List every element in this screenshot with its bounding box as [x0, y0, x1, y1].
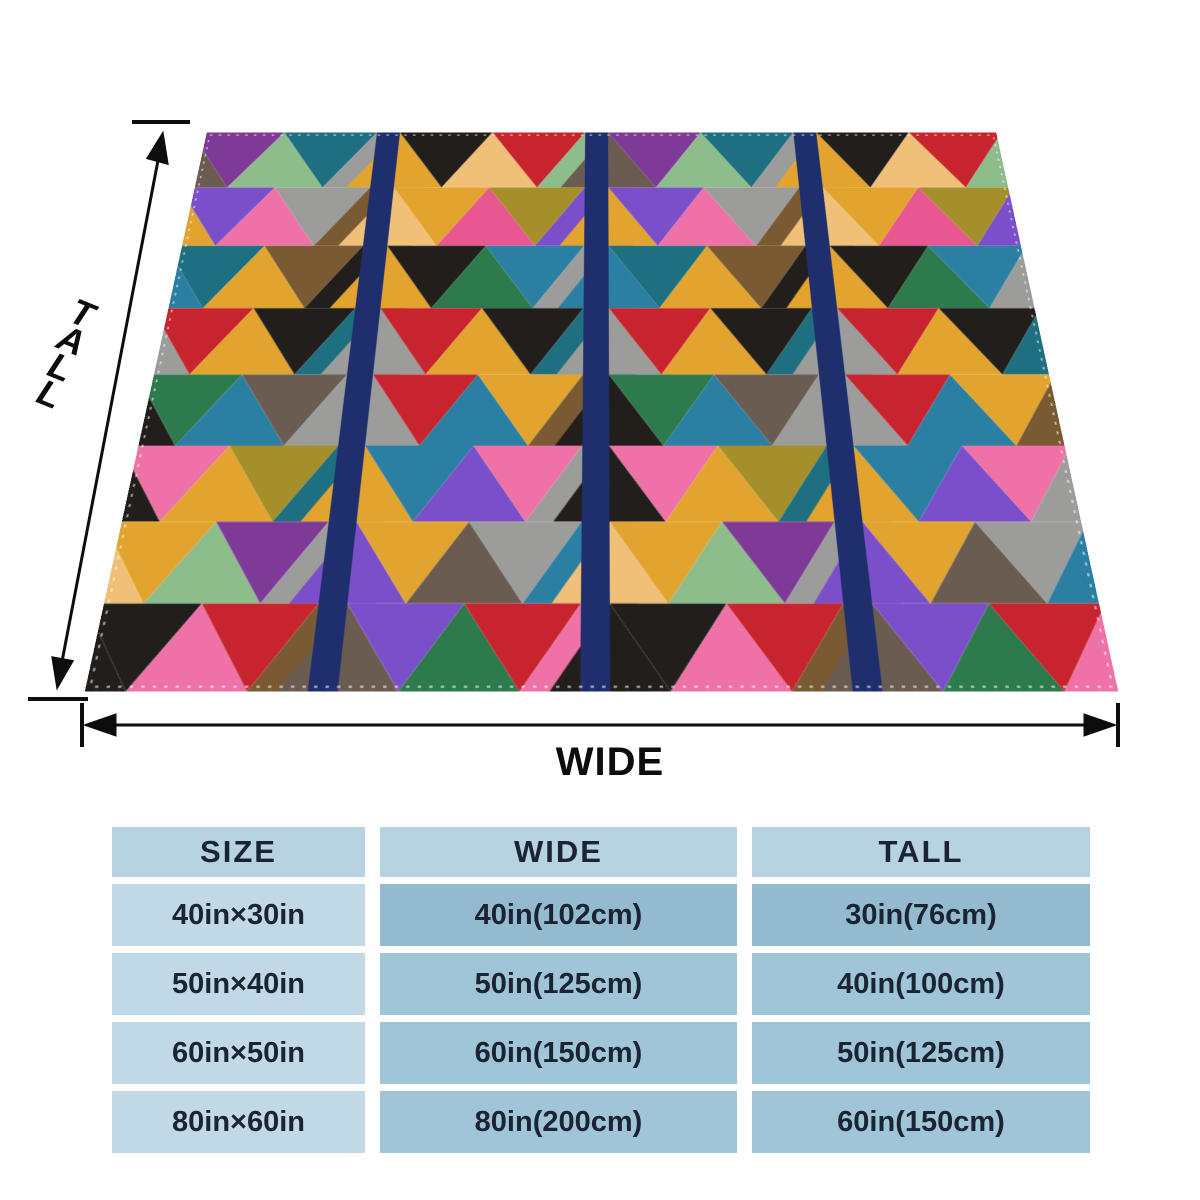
table-header-size: SIZE — [112, 827, 365, 877]
triangle-up — [310, 374, 426, 446]
triangle-up — [313, 187, 418, 246]
triangle-up — [556, 308, 662, 375]
triangle-up — [756, 245, 863, 309]
triangle-up — [431, 245, 535, 309]
triangle-down — [103, 445, 230, 522]
table-cell-wide: 60in(150cm) — [380, 1022, 737, 1084]
table-cell-size: 80in×60in — [112, 1091, 365, 1153]
triangle-down — [478, 308, 584, 375]
blanket-pattern — [84, 132, 1119, 692]
table-cell-wide: 40in(102cm) — [380, 884, 737, 946]
triangle-down — [608, 308, 714, 375]
triangle-down — [229, 374, 347, 446]
triangle-up — [227, 132, 331, 188]
triangle-down — [365, 374, 478, 446]
triangle-up — [792, 374, 908, 446]
triangle-up — [329, 245, 437, 309]
triangle-down — [714, 374, 827, 446]
table-cell-size: 40in×30in — [112, 884, 365, 946]
triangle-down — [845, 374, 963, 446]
triangle-up — [878, 245, 990, 309]
triangle-down — [464, 521, 582, 604]
triangle-up — [559, 187, 658, 246]
triangle-down — [609, 445, 723, 522]
triangle-up — [346, 132, 447, 188]
wide-dimension-label: WIDE — [555, 740, 665, 784]
size-table: SIZE WIDE TALL 40in×30in 40in(102cm) 30in(76c… — [112, 827, 1090, 1153]
triangle-up — [554, 374, 664, 446]
triangle-down — [717, 445, 835, 522]
triangle-down — [473, 374, 583, 446]
triangle-down — [356, 445, 474, 522]
triangle-down — [609, 374, 718, 446]
tall-arrow-head-top — [145, 130, 169, 166]
triangle-down — [853, 445, 976, 522]
triangle-up — [532, 245, 635, 309]
triangle-up — [775, 187, 879, 246]
triangle-up — [557, 245, 660, 309]
table-cell-tall: 40in(100cm) — [752, 953, 1090, 1015]
triangle-up — [189, 308, 305, 375]
triangle-up — [202, 245, 314, 309]
navy-stripe — [307, 132, 400, 692]
triangle-up — [887, 308, 1003, 375]
triangle-up — [322, 132, 424, 188]
triangle-up — [536, 132, 633, 188]
table-cell-size: 50in×40in — [112, 953, 365, 1015]
table-cell-wide: 80in(200cm) — [380, 1091, 737, 1153]
triangle-down — [216, 445, 339, 522]
triangle-down — [950, 374, 1071, 446]
triangle-up — [751, 187, 855, 246]
triangle-up — [436, 187, 537, 246]
triangle-down — [242, 308, 356, 375]
table-cell-tall: 30in(76cm) — [752, 884, 1090, 946]
tall-arrow-head-bottom — [51, 656, 75, 691]
triangle-down — [469, 445, 583, 522]
table-header-tall: TALL — [752, 827, 1090, 877]
triangle-up — [441, 132, 539, 188]
triangle-down — [938, 308, 1055, 375]
table-cell-tall: 50in(125cm) — [752, 1022, 1090, 1084]
wide-arrow-head-left — [82, 713, 117, 737]
table-cell-tall: 60in(150cm) — [752, 1091, 1090, 1153]
wide-arrow-head-right — [1083, 713, 1118, 737]
triangle-up — [780, 245, 888, 309]
tall-dimension-label: TALL — [31, 290, 101, 418]
triangle-up — [656, 187, 757, 246]
navy-stripe — [580, 132, 611, 692]
triangle-up — [661, 374, 773, 446]
triangle-up — [659, 308, 767, 375]
triangle-up — [116, 187, 228, 246]
triangle-down — [137, 308, 254, 375]
triangle-down — [962, 445, 1088, 522]
triangle-up — [215, 187, 323, 246]
triangle-up — [131, 132, 239, 188]
triangle-up — [338, 187, 442, 246]
table-cell-size: 60in×50in — [112, 1022, 365, 1084]
table-header-wide: WIDE — [380, 827, 737, 877]
triangle-up — [786, 308, 898, 375]
triangle-up — [534, 187, 634, 246]
triangle-up — [657, 245, 762, 309]
triangle-down — [710, 308, 819, 375]
triangle-up — [425, 308, 533, 375]
triangle-up — [419, 374, 531, 446]
triangle-down — [837, 308, 950, 375]
triangle-up — [175, 374, 295, 446]
blanket-preview — [84, 132, 1119, 692]
table-cell-wide: 50in(125cm) — [380, 953, 737, 1015]
triangle-down — [373, 308, 483, 375]
